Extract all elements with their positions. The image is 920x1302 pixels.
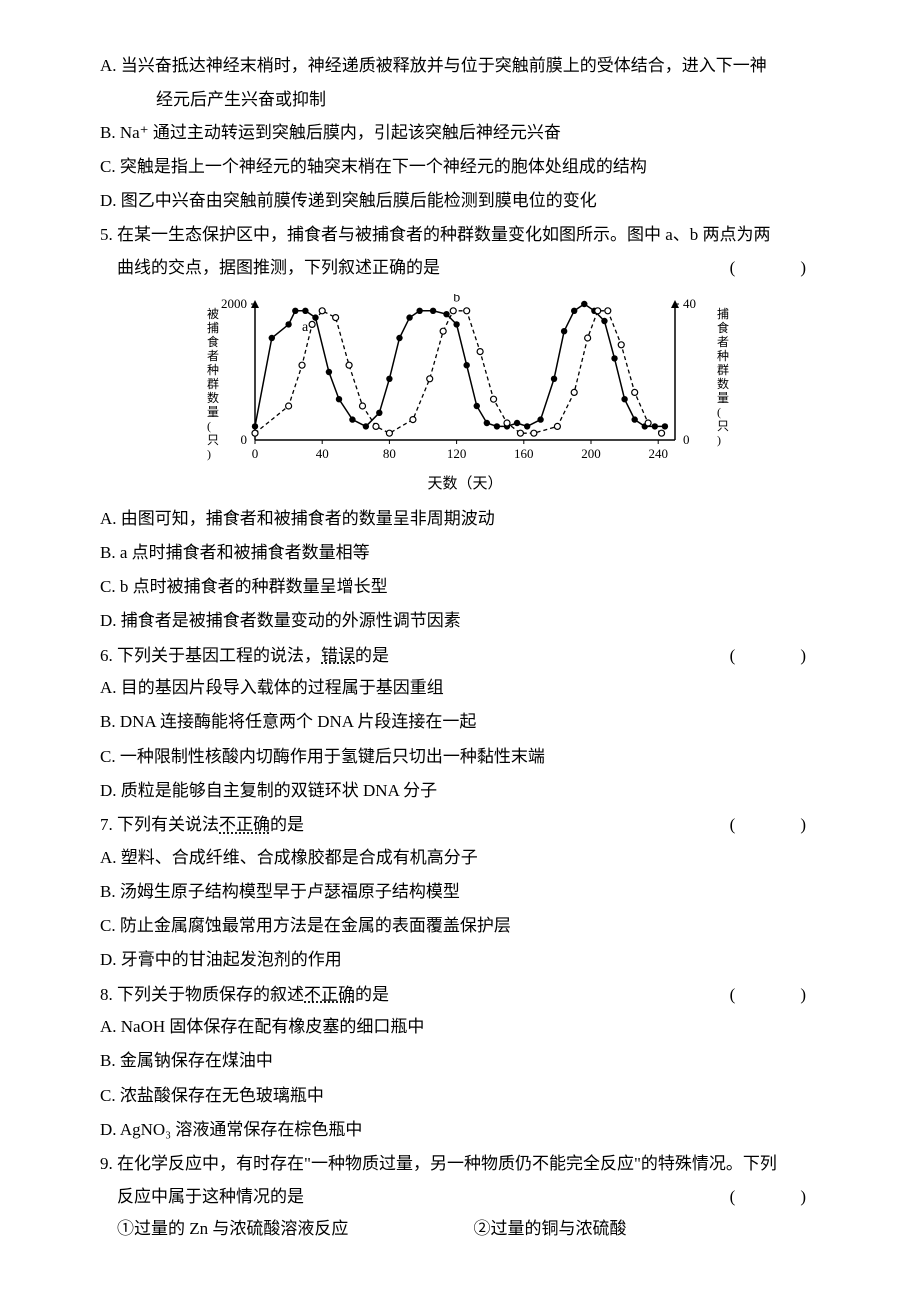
q8-stem-emph: 不正确 <box>304 985 355 1004</box>
svg-text:数: 数 <box>207 390 219 405</box>
q5-option-b: B. a 点时捕食者和被捕食者数量相等 <box>100 537 830 569</box>
q7-option-c: C. 防止金属腐蚀最常用方法是在金属的表面覆盖保护层 <box>100 910 830 942</box>
svg-text:0: 0 <box>241 432 248 447</box>
svg-text:(: ( <box>717 405 721 419</box>
svg-text:a: a <box>302 320 309 335</box>
svg-text:群: 群 <box>717 363 729 377</box>
q6-option-b: B. DNA 连接酶能将任意两个 DNA 片段连接在一起 <box>100 706 830 738</box>
svg-text:只: 只 <box>717 419 729 433</box>
q8-option-a: A. NaOH 固体保存在配有橡皮塞的细口瓶中 <box>100 1011 830 1043</box>
svg-text:): ) <box>717 433 721 447</box>
q7-option-d: D. 牙膏中的甘油起发泡剂的作用 <box>100 944 830 976</box>
q5-paren: ( ) <box>730 252 830 284</box>
svg-text:160: 160 <box>514 446 534 461</box>
q8-stem-post: 的是 <box>355 985 389 1004</box>
q7-stem-pre: 7. 下列有关说法 <box>100 815 219 834</box>
q9-sub2: ②过量的铜与浓硫酸 <box>474 1213 831 1245</box>
q5-chart: 0408012016020024020000400ab被捕食者种群数量(只)捕食… <box>195 294 735 464</box>
q4-option-b: B. Na⁺ 通过主动转运到突触后膜内，引起该突触后神经元兴奋 <box>100 117 830 149</box>
q7-option-b: B. 汤姆生原子结构模型早于卢瑟福原子结构模型 <box>100 876 830 908</box>
q6-paren: ( ) <box>747 640 830 672</box>
svg-text:者: 者 <box>717 335 729 349</box>
q6-option-c: C. 一种限制性核酸内切酶作用于氢键后只切出一种黏性末端 <box>100 741 830 773</box>
svg-text:): ) <box>207 447 211 461</box>
q6-stem-emph: 错误 <box>321 646 355 665</box>
svg-text:b: b <box>453 294 460 305</box>
svg-text:40: 40 <box>683 296 696 311</box>
q8-paren: ( ) <box>747 979 830 1011</box>
q9-stem-line1: 9. 在化学反应中，有时存在"一种物质过量，另一种物质仍不能完全反应"的特殊情况… <box>100 1148 830 1180</box>
svg-text:数: 数 <box>717 376 729 391</box>
svg-text:食: 食 <box>207 334 219 349</box>
q5-stem-line2: 曲线的交点，据图推测，下列叙述正确的是 ( ) <box>100 252 830 284</box>
q4-option-a-line1: A. 当兴奋抵达神经末梢时，神经递质被释放并与位于突触前膜上的受体结合，进入下一… <box>100 50 830 82</box>
svg-text:40: 40 <box>316 446 329 461</box>
svg-text:200: 200 <box>581 446 601 461</box>
svg-text:种: 种 <box>717 349 729 363</box>
q8-option-d: D. AgNO₃ 溶液通常保存在棕色瓶中 <box>100 1114 830 1146</box>
q6-stem-pre: 6. 下列关于基因工程的说法， <box>100 646 321 665</box>
q8-stem-pre: 8. 下列关于物质保存的叙述 <box>100 985 304 1004</box>
q7-stem-emph: 不正确 <box>219 815 270 834</box>
q6-option-d: D. 质粒是能够自主复制的双链环状 DNA 分子 <box>100 775 830 807</box>
svg-text:者: 者 <box>207 349 219 363</box>
q9-stem-text: 反应中属于这种情况的是 <box>117 1187 304 1206</box>
q5-chart-wrap: 0408012016020024020000400ab被捕食者种群数量(只)捕食… <box>100 294 830 464</box>
q9-stem-line2: 反应中属于这种情况的是 ( ) <box>100 1181 830 1213</box>
svg-text:0: 0 <box>683 432 690 447</box>
svg-text:食: 食 <box>717 320 729 335</box>
q9-subrow: ①过量的 Zn 与浓硫酸溶液反应 ②过量的铜与浓硫酸 <box>100 1213 830 1245</box>
q7-option-a: A. 塑料、合成纤维、合成橡胶都是合成有机高分子 <box>100 842 830 874</box>
svg-text:种: 种 <box>207 363 219 377</box>
q8-option-c: C. 浓盐酸保存在无色玻璃瓶中 <box>100 1080 830 1112</box>
q5-stem-line1: 5. 在某一生态保护区中，捕食者与被捕食者的种群数量变化如图所示。图中 a、b … <box>100 219 830 251</box>
q5-option-d: D. 捕食者是被捕食者数量变动的外源性调节因素 <box>100 605 830 637</box>
q6-stem: 6. 下列关于基因工程的说法，错误的是 ( ) <box>100 640 830 672</box>
q8-stem: 8. 下列关于物质保存的叙述不正确的是 ( ) <box>100 979 830 1011</box>
q4-option-a-line2: 经元后产生兴奋或抑制 <box>100 84 830 116</box>
q4-option-c: C. 突触是指上一个神经元的轴突末梢在下一个神经元的胞体处组成的结构 <box>100 151 830 183</box>
q7-stem: 7. 下列有关说法不正确的是 ( ) <box>100 809 830 841</box>
svg-text:捕: 捕 <box>207 320 219 335</box>
svg-text:2000: 2000 <box>221 296 247 311</box>
svg-text:240: 240 <box>648 446 668 461</box>
svg-text:80: 80 <box>383 446 396 461</box>
svg-text:量: 量 <box>207 405 219 419</box>
q6-option-a: A. 目的基因片段导入载体的过程属于基因重组 <box>100 672 830 704</box>
q5-chart-caption: 天数（天） <box>100 470 830 499</box>
q9-sub1: ①过量的 Zn 与浓硫酸溶液反应 <box>117 1213 474 1245</box>
svg-text:120: 120 <box>447 446 467 461</box>
svg-text:只: 只 <box>207 433 219 447</box>
svg-text:群: 群 <box>207 377 219 391</box>
q7-stem-post: 的是 <box>270 815 304 834</box>
svg-text:捕: 捕 <box>717 306 729 321</box>
q6-stem-post: 的是 <box>355 646 389 665</box>
svg-text:0: 0 <box>252 446 259 461</box>
q5-option-a: A. 由图可知，捕食者和被捕食者的数量呈非周期波动 <box>100 503 830 535</box>
q5-option-c: C. b 点时被捕食者的种群数量呈增长型 <box>100 571 830 603</box>
q8-option-b: B. 金属钠保存在煤油中 <box>100 1045 830 1077</box>
svg-text:被: 被 <box>207 307 219 321</box>
svg-text:(: ( <box>207 419 211 433</box>
q9-paren: ( ) <box>730 1181 830 1213</box>
q5-stem-text: 曲线的交点，据图推测，下列叙述正确的是 <box>117 258 440 277</box>
svg-text:量: 量 <box>717 391 729 405</box>
q7-paren: ( ) <box>747 809 830 841</box>
q4-option-d: D. 图乙中兴奋由突触前膜传递到突触后膜后能检测到膜电位的变化 <box>100 185 830 217</box>
